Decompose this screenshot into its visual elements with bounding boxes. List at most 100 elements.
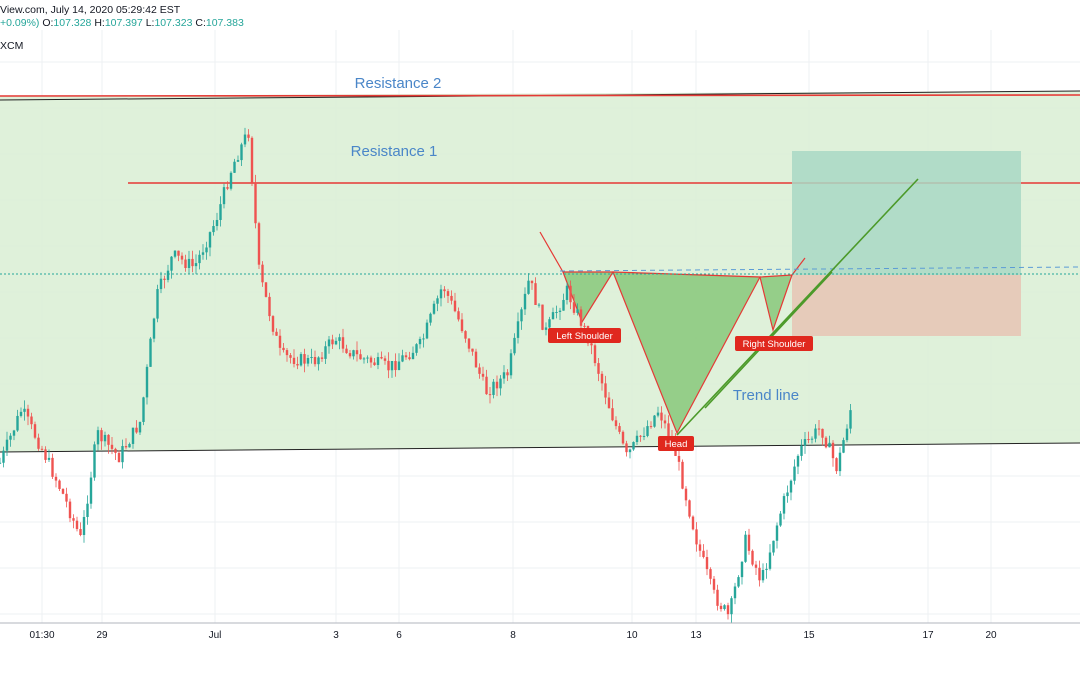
candle [761, 563, 765, 583]
candle [404, 351, 408, 360]
candle [534, 277, 537, 306]
candle [58, 479, 61, 491]
candle [618, 422, 621, 435]
candle [436, 295, 439, 312]
x-tick-label: 20 [985, 630, 997, 641]
candle [772, 540, 775, 556]
candle [317, 356, 320, 371]
candle [65, 487, 68, 508]
candle [432, 300, 436, 315]
candle [467, 338, 471, 353]
candle [660, 406, 663, 429]
candle [54, 473, 58, 488]
candle [89, 471, 93, 509]
candle [271, 315, 275, 336]
candle [653, 414, 656, 428]
candle [355, 341, 359, 362]
candle [621, 430, 625, 445]
candle [464, 330, 467, 343]
candle [418, 336, 422, 349]
candle [121, 439, 124, 469]
left-shoulder-tag: Left Shoulder [548, 328, 621, 343]
trend-line [676, 178, 919, 436]
candle [614, 416, 618, 430]
candle [338, 333, 341, 350]
low-label: L: [145, 17, 155, 29]
candle [656, 406, 660, 418]
candle [551, 307, 555, 320]
candle [212, 220, 215, 236]
x-tick-label: 10 [626, 630, 638, 641]
candle [663, 414, 667, 429]
candle [2, 446, 5, 468]
candle [768, 544, 772, 571]
candle [352, 349, 355, 360]
candle [163, 275, 166, 289]
header-title: View.com, July 14, 2020 05:29:42 EST [0, 4, 181, 16]
candle [516, 312, 520, 344]
candle [765, 563, 768, 579]
candle [72, 514, 75, 529]
candle [817, 420, 821, 436]
candle [124, 438, 128, 450]
candle [0, 457, 2, 464]
x-tick-label: 17 [922, 630, 934, 641]
candle [40, 445, 44, 451]
x-tick-label: 13 [690, 630, 702, 641]
candle [730, 596, 733, 623]
candle [334, 337, 338, 346]
candle [51, 453, 54, 479]
candle [646, 420, 649, 438]
candle [79, 522, 82, 537]
right-shoulder-text: Right Shoulder [743, 339, 806, 350]
candle [457, 307, 460, 322]
candle [845, 424, 849, 443]
candle [723, 604, 726, 611]
candle [184, 254, 187, 272]
left-shoulder-text: Left Shoulder [556, 331, 613, 342]
open-value: 107.328 [53, 17, 92, 29]
candle [180, 252, 184, 265]
candle [572, 294, 576, 315]
candle [86, 495, 89, 525]
candle [348, 349, 352, 359]
candle [485, 369, 488, 395]
candle [492, 379, 495, 399]
candle [222, 183, 226, 209]
candle [443, 286, 446, 298]
candle [100, 427, 103, 450]
head-pattern [612, 271, 761, 435]
candle [702, 544, 705, 559]
candle [506, 369, 509, 381]
candle [523, 287, 527, 316]
candle [499, 375, 502, 396]
candle [285, 347, 289, 362]
candle [5, 431, 9, 456]
candle [173, 250, 177, 259]
candle [345, 344, 348, 354]
candle [737, 575, 740, 588]
candle [481, 366, 485, 381]
candle [380, 351, 383, 360]
candle [362, 357, 366, 364]
candle [254, 174, 257, 229]
candle [282, 343, 285, 353]
candle [775, 522, 779, 549]
candle [257, 221, 261, 270]
open-label: O: [42, 17, 54, 29]
candle [278, 329, 282, 356]
candle [502, 365, 506, 384]
candle [793, 459, 796, 485]
head-tag: Head [658, 436, 694, 451]
candle [600, 371, 604, 391]
candle [611, 399, 614, 422]
candle [117, 450, 121, 463]
high-value: 107.397 [104, 17, 143, 29]
candle [415, 343, 418, 356]
pattern-lead-in [539, 231, 564, 273]
candle [191, 250, 194, 273]
candle [303, 348, 306, 373]
candle [243, 127, 247, 148]
candle [37, 433, 40, 451]
